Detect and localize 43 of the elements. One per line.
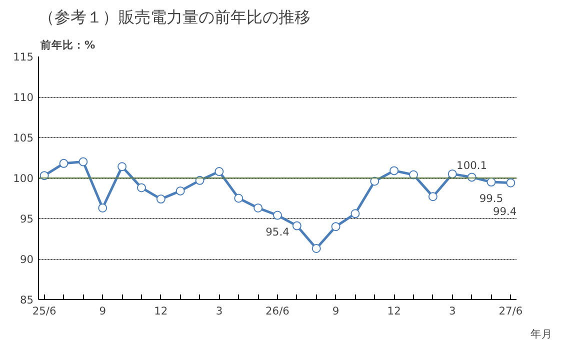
data-label: 95.4 (266, 225, 290, 238)
y-tick-label: 100 (13, 172, 34, 185)
data-label: 100.1 (456, 159, 488, 172)
y-tick-label: 115 (13, 50, 34, 64)
point (448, 169, 457, 178)
y-tick-label: 105 (13, 132, 34, 144)
x-tick-label: 12 (154, 304, 168, 318)
x-tick-label: 12 (387, 304, 401, 318)
x-tick-label: 9 (332, 304, 340, 318)
x-tick-label: 3 (448, 304, 456, 318)
y-tick-label: 85 (20, 294, 34, 306)
point (118, 162, 127, 172)
point (136, 183, 146, 192)
point (254, 203, 263, 212)
y-tick-label: 90 (20, 253, 34, 266)
data-label: 99.4 (492, 204, 517, 218)
x-axis-title: 年月 (530, 328, 552, 340)
x-tick-label: 3 (216, 304, 223, 318)
point (390, 166, 399, 176)
x-tick-label: 9 (99, 304, 106, 318)
point (176, 186, 185, 196)
point (78, 157, 88, 166)
point (312, 244, 321, 253)
y-axis-title: 前年比：% (40, 38, 96, 52)
point (156, 194, 166, 204)
y-tick-label: 95 (20, 212, 34, 226)
chart-title: （参考１）販売電力量の前年比の推移 (38, 8, 310, 26)
point (428, 192, 438, 202)
point (486, 178, 496, 187)
point (98, 203, 108, 212)
point (292, 221, 302, 230)
data-label: 99.5 (479, 192, 504, 206)
point (59, 158, 68, 168)
point (234, 194, 244, 203)
point (273, 210, 282, 220)
point (350, 209, 360, 218)
y-tick-label: 110 (13, 91, 34, 104)
x-tick-label: 26/6 (266, 304, 290, 318)
point (214, 167, 224, 176)
x-tick-label: 27/6 (498, 304, 523, 318)
x-tick-label: 25/6 (32, 304, 57, 318)
point (331, 222, 340, 232)
point (506, 178, 516, 188)
